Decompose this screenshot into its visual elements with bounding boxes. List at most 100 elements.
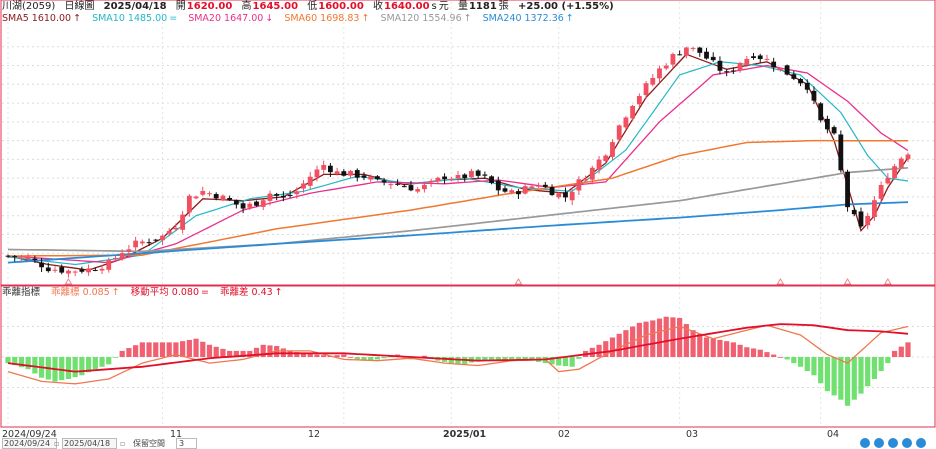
- calendar-to-icon[interactable]: ▫: [120, 439, 126, 448]
- hist-bar-negative: [495, 357, 501, 361]
- scroll-right-icon[interactable]: [902, 438, 912, 448]
- hist-bar-positive: [240, 350, 246, 357]
- hist-bar-positive: [233, 350, 239, 357]
- hist-bar-positive: [905, 342, 911, 357]
- candle-up: [186, 195, 192, 213]
- candle-down: [327, 165, 333, 173]
- hist-bar-positive: [603, 341, 609, 357]
- hist-bar-negative: [482, 357, 488, 361]
- hist-bar-negative: [106, 357, 112, 365]
- keep-space-field[interactable]: 3: [176, 438, 198, 449]
- hist-bar-negative: [878, 357, 884, 372]
- zoom-in-icon[interactable]: [888, 438, 898, 448]
- candle-up: [898, 158, 904, 168]
- hist-bar-positive: [206, 344, 213, 357]
- candle-up: [603, 155, 609, 162]
- close-suffix: s: [431, 1, 437, 12]
- hist-bar-negative: [818, 357, 824, 384]
- keep-space-label: 保留空間: [133, 439, 165, 448]
- candle-down: [442, 176, 447, 180]
- candle-up: [663, 65, 669, 69]
- hist-bar-positive: [341, 354, 347, 357]
- candle-up: [643, 83, 649, 96]
- candle-down: [825, 118, 830, 130]
- hist-bar-positive: [643, 321, 649, 357]
- legend-sma60: SMA60 1698.83 ↑: [284, 13, 369, 24]
- candle-up: [616, 125, 622, 140]
- open-label: 開: [175, 1, 186, 12]
- candle-up: [260, 200, 266, 207]
- legend-ma-text: 移動平均 0.080: [130, 287, 199, 298]
- candle-up: [905, 154, 911, 160]
- legend-sma240-arrow: ↑: [565, 13, 574, 24]
- hist-bar-positive: [126, 348, 132, 357]
- candle-up: [657, 68, 662, 79]
- volume-unit: 張: [498, 1, 509, 12]
- legend-diff-arrow: ↑: [274, 287, 283, 298]
- hist-bar-positive: [636, 322, 642, 357]
- candle-up: [428, 180, 434, 183]
- scroll-left-icon[interactable]: [860, 438, 870, 448]
- candle-up: [589, 167, 595, 180]
- hist-bar-negative: [509, 357, 515, 361]
- indicator-title: 乖離指標: [2, 287, 41, 298]
- candle-down: [5, 255, 11, 257]
- candle-up: [623, 117, 629, 128]
- hist-bar-negative: [354, 357, 360, 360]
- candle-up: [610, 142, 615, 157]
- candle-down: [375, 176, 380, 179]
- candle-up: [872, 200, 877, 218]
- range-from-field[interactable]: 2024/09/24: [2, 438, 58, 449]
- candle-up: [536, 185, 541, 187]
- zoom-out-icon[interactable]: [874, 438, 884, 448]
- hist-bar-positive: [314, 354, 320, 357]
- candle-down: [549, 186, 555, 196]
- candle-down: [45, 267, 51, 272]
- candle-down: [757, 55, 763, 60]
- hist-bar-positive: [898, 346, 904, 357]
- hist-bar-negative: [885, 357, 891, 364]
- candle-up: [764, 58, 770, 60]
- candle-down: [274, 194, 280, 196]
- range-to-field[interactable]: 2025/04/18: [62, 438, 118, 449]
- hist-bar-positive: [253, 347, 260, 357]
- ma-line-sma20: [7, 64, 909, 264]
- event-marker: [64, 278, 73, 285]
- candle-up: [744, 58, 750, 66]
- hist-bar-negative: [381, 357, 387, 359]
- event-marker: [776, 278, 785, 285]
- candle-down: [287, 194, 293, 196]
- candle-down: [751, 56, 756, 59]
- x-label-mar: 03: [686, 429, 699, 440]
- hist-bar-negative: [804, 357, 810, 372]
- candle-up: [368, 176, 374, 180]
- indicator-pane-frame: [0, 285, 936, 428]
- indicator-line-1: [7, 323, 909, 373]
- legend-sma20-text: SMA20 1647.00: [188, 13, 264, 24]
- candle-up: [166, 231, 172, 234]
- hist-bar-negative: [865, 357, 871, 387]
- candle-up: [126, 249, 132, 252]
- candle-down: [32, 258, 38, 261]
- candle-up: [435, 177, 441, 182]
- candle-down: [784, 65, 790, 75]
- candle-down: [475, 170, 481, 176]
- candle-up: [569, 191, 575, 201]
- hist-bar-negative: [811, 357, 817, 376]
- candle-up: [865, 215, 871, 226]
- reset-view-icon[interactable]: [916, 438, 926, 448]
- calendar-from-icon[interactable]: ▫: [54, 439, 60, 448]
- hist-bar-positive: [200, 341, 206, 357]
- candle-down: [771, 61, 777, 68]
- candle-down: [395, 183, 400, 185]
- low-label: 低: [307, 1, 318, 12]
- candle-up: [173, 227, 179, 230]
- hist-bar-positive: [213, 346, 219, 357]
- ma-line-sma240: [7, 201, 909, 264]
- hist-bar-positive: [321, 355, 327, 357]
- hist-bar-negative: [361, 357, 367, 361]
- close-label: 收: [373, 1, 383, 12]
- x-label-apr: 04: [827, 429, 840, 440]
- candle-down: [227, 198, 233, 200]
